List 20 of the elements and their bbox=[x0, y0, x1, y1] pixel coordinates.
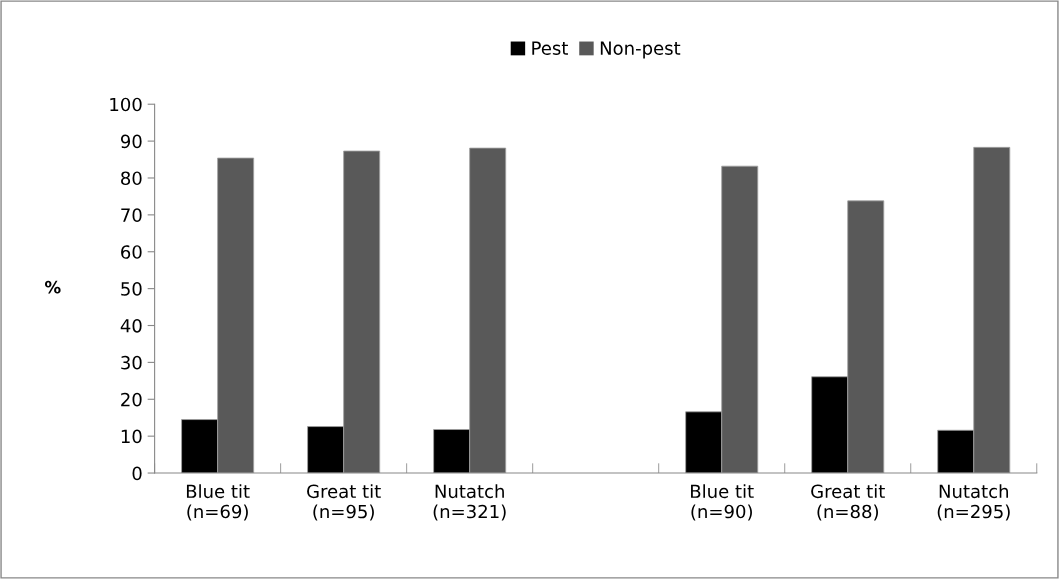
y-tick-label: 100 bbox=[110, 97, 142, 112]
y-tick-label: 80 bbox=[121, 171, 142, 186]
y-tick-label: 60 bbox=[121, 245, 142, 259]
x-tick-label: Blue tit (n=69) bbox=[186, 484, 250, 521]
y-tick-label: 90 bbox=[120, 134, 142, 149]
legend-label: Pest bbox=[532, 41, 568, 55]
y-tick-label: 70 bbox=[121, 208, 142, 222]
y-tick-label: 30 bbox=[121, 355, 142, 370]
y-axis-title: % bbox=[44, 280, 61, 294]
x-tick-label: Blue tit (n=90) bbox=[691, 484, 754, 521]
x-tick-label: Great tit (n=88) bbox=[811, 484, 885, 521]
y-tick-label: 40 bbox=[120, 318, 142, 333]
legend-label: Non-pest bbox=[600, 41, 681, 59]
x-tick-label: Great tit (n=95) bbox=[307, 484, 381, 521]
x-tick-label: Nutatch (n=321) bbox=[433, 484, 506, 521]
y-tick-label: 50 bbox=[121, 282, 142, 296]
y-tick-label: 20 bbox=[121, 392, 142, 407]
y-tick-label: 10 bbox=[121, 429, 142, 444]
y-tick-label: 0 bbox=[132, 466, 142, 481]
x-tick-label: Nutatch (n=295) bbox=[937, 484, 1010, 521]
